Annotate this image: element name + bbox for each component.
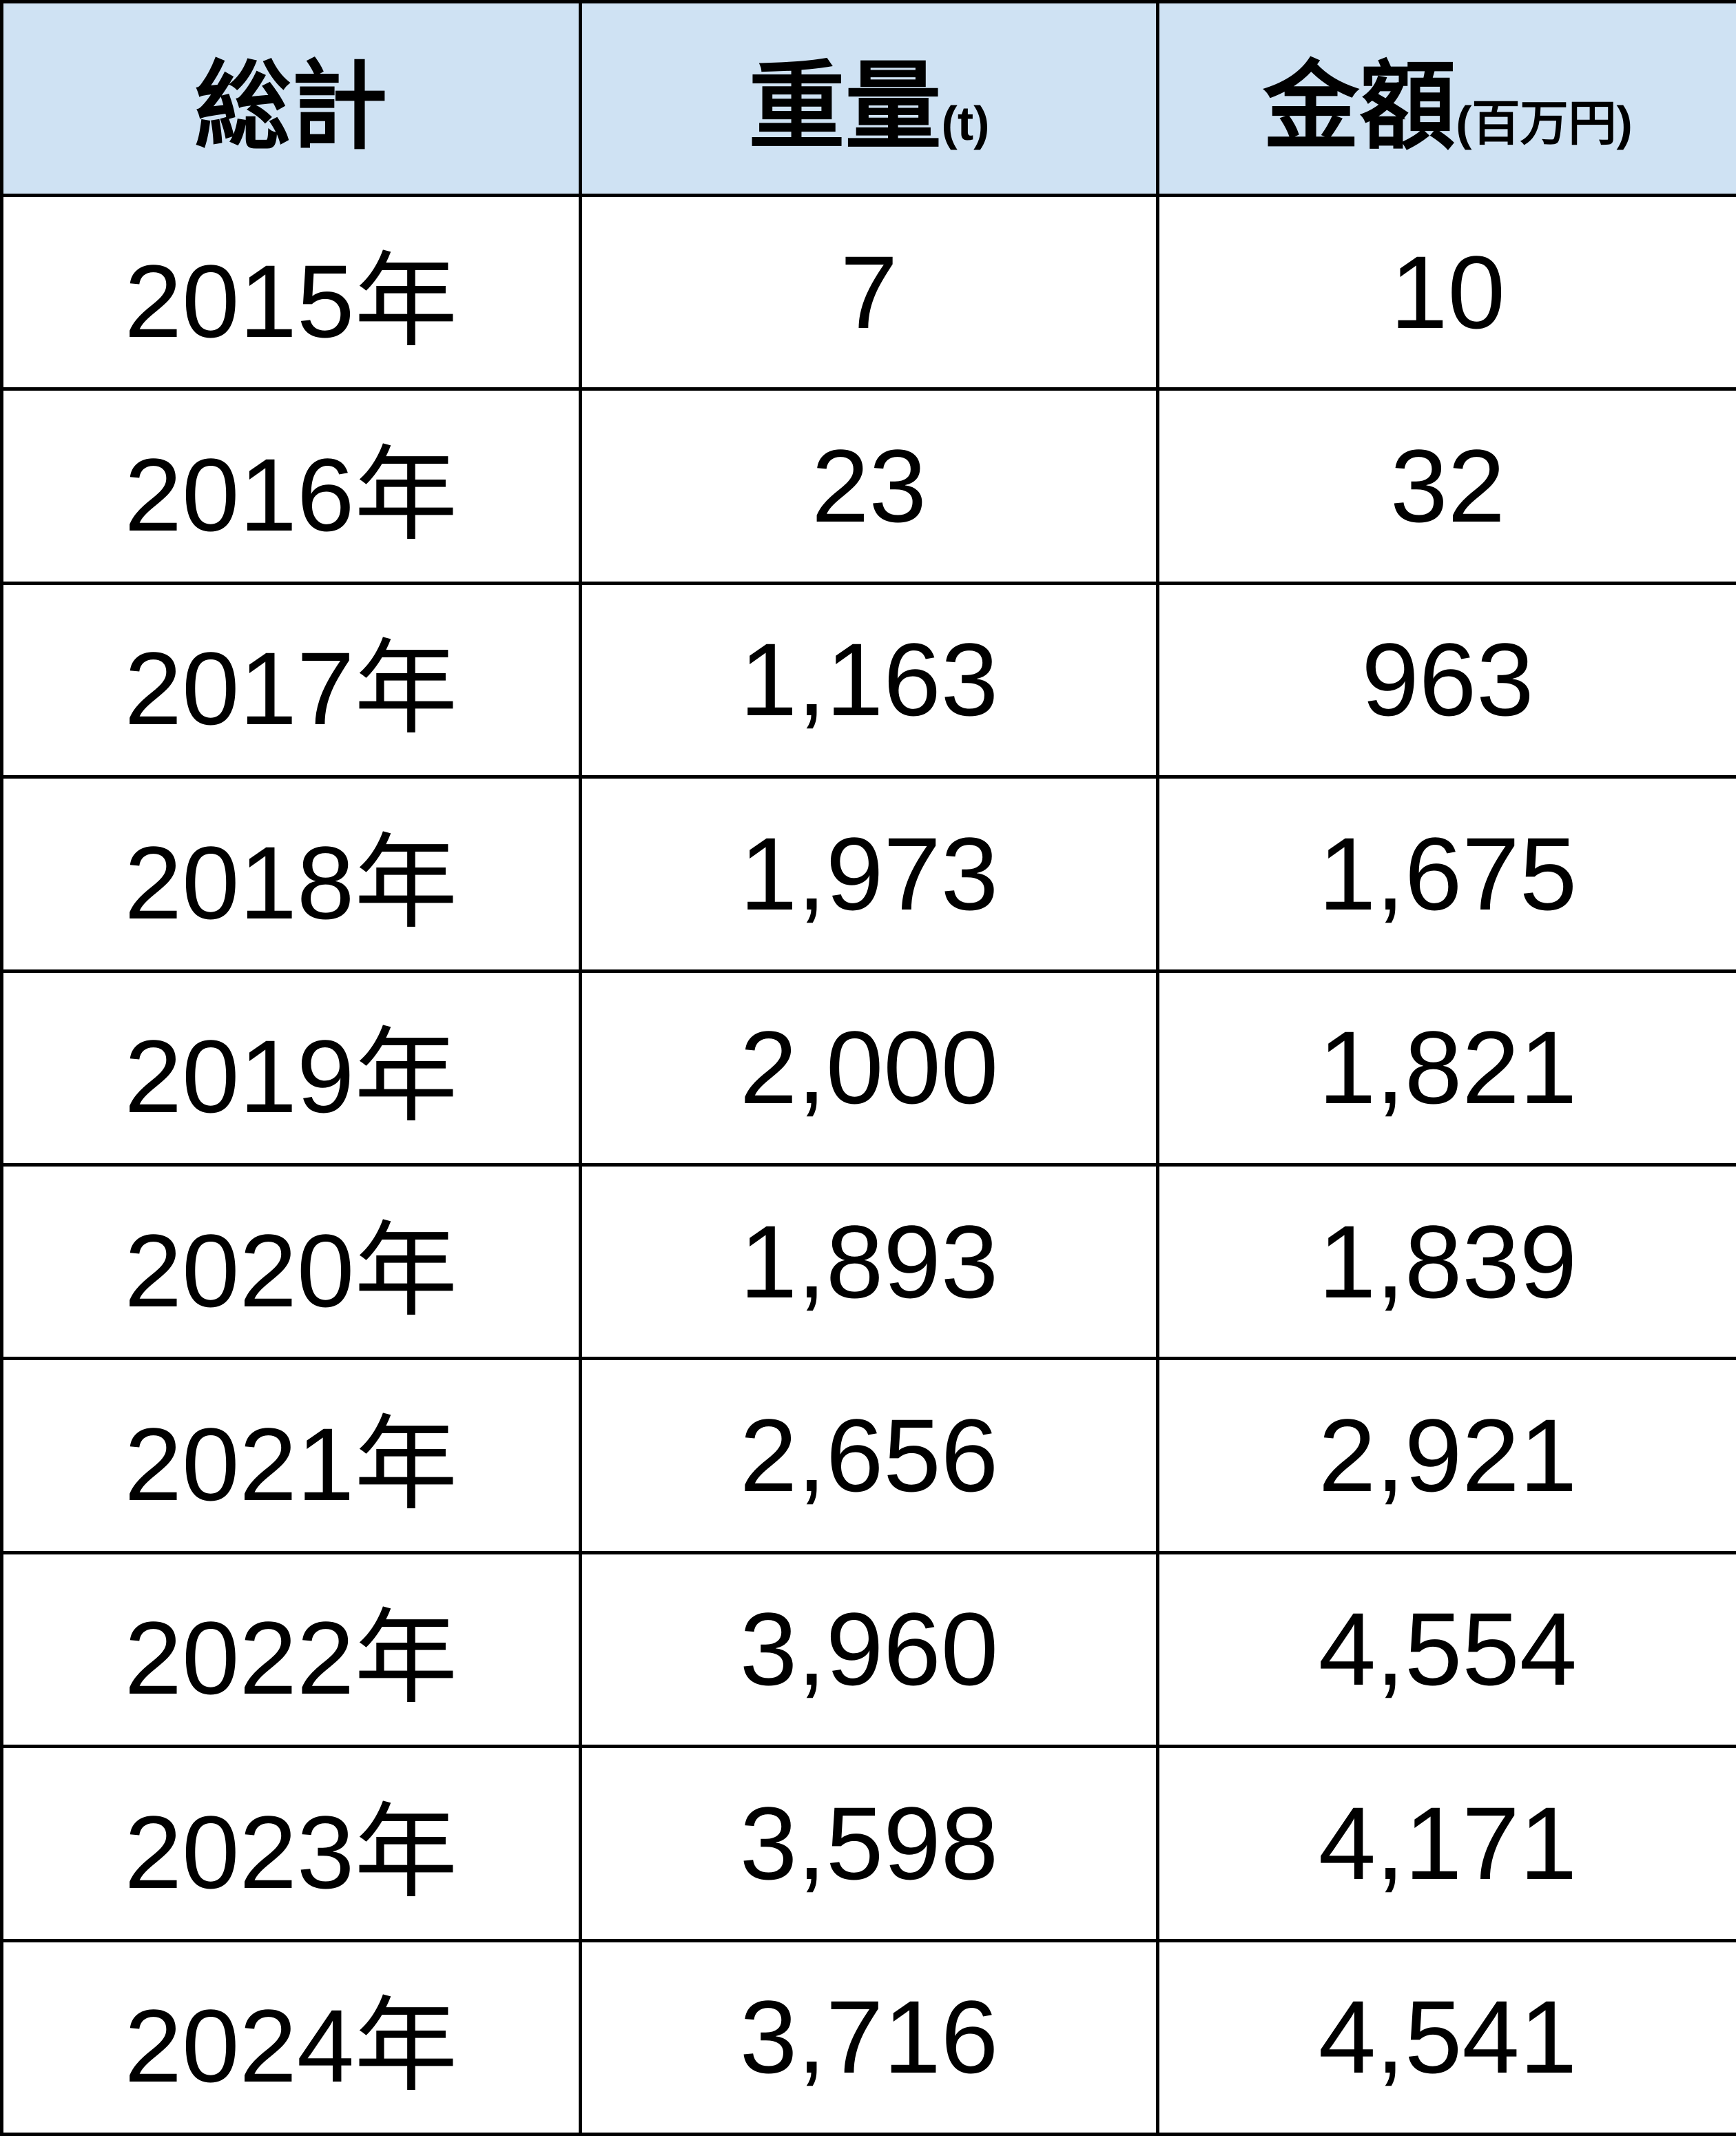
- amount-cell: 32: [1156, 387, 1736, 585]
- year-cell: 2016年: [0, 387, 582, 585]
- header-total-label: 総計: [194, 52, 388, 161]
- year-cell: 2023年: [0, 1745, 582, 1942]
- table-row: 2022年 3,960 4,554: [0, 1550, 1736, 1749]
- table-row: 2016年 23 32: [0, 387, 1736, 585]
- year-cell: 2015年: [0, 193, 582, 391]
- table-row: 2018年 1,973 1,675: [0, 775, 1736, 973]
- weight-cell: 1,893: [579, 1162, 1159, 1361]
- table-row: 2015年 7 10: [0, 193, 1736, 391]
- amount-cell: 963: [1156, 581, 1736, 779]
- year-cell: 2024年: [0, 1938, 582, 2136]
- amount-cell: 1,821: [1156, 969, 1736, 1167]
- header-total: 総計: [0, 0, 582, 197]
- header-row: 総計 重量(t) 金額(百万円): [0, 0, 1736, 197]
- amount-cell: 10: [1156, 193, 1736, 391]
- year-cell: 2022年: [0, 1550, 582, 1749]
- amount-cell: 4,554: [1156, 1550, 1736, 1749]
- year-cell: 2019年: [0, 969, 582, 1167]
- year-cell: 2021年: [0, 1357, 582, 1554]
- year-cell: 2020年: [0, 1162, 582, 1361]
- header-weight-label: 重量: [748, 52, 942, 161]
- year-cell: 2017年: [0, 581, 582, 779]
- header-weight-unit: (t): [941, 96, 990, 150]
- weight-cell: 3,716: [579, 1938, 1159, 2136]
- weight-cell: 2,656: [579, 1357, 1159, 1554]
- weight-cell: 3,960: [579, 1550, 1159, 1749]
- table-row: 2019年 2,000 1,821: [0, 969, 1736, 1167]
- header-amount-unit: (百万円): [1456, 96, 1633, 150]
- amount-cell: 2,921: [1156, 1357, 1736, 1554]
- table-row: 2017年 1,163 963: [0, 581, 1736, 779]
- table-row: 2020年 1,893 1,839: [0, 1162, 1736, 1361]
- header-amount-label: 金額: [1263, 52, 1456, 161]
- amount-cell: 1,675: [1156, 775, 1736, 973]
- year-cell: 2018年: [0, 775, 582, 973]
- header-weight: 重量(t): [579, 0, 1159, 197]
- table-row: 2021年 2,656 2,921: [0, 1357, 1736, 1554]
- weight-cell: 1,163: [579, 581, 1159, 779]
- table-row: 2024年 3,716 4,541: [0, 1938, 1736, 2136]
- amount-cell: 4,171: [1156, 1745, 1736, 1942]
- weight-cell: 7: [579, 193, 1159, 391]
- weight-cell: 23: [579, 387, 1159, 585]
- weight-cell: 3,598: [579, 1745, 1159, 1942]
- weight-cell: 1,973: [579, 775, 1159, 973]
- amount-cell: 4,541: [1156, 1938, 1736, 2136]
- header-amount: 金額(百万円): [1156, 0, 1736, 197]
- amount-cell: 1,839: [1156, 1162, 1736, 1361]
- weight-cell: 2,000: [579, 969, 1159, 1167]
- table-row: 2023年 3,598 4,171: [0, 1745, 1736, 1942]
